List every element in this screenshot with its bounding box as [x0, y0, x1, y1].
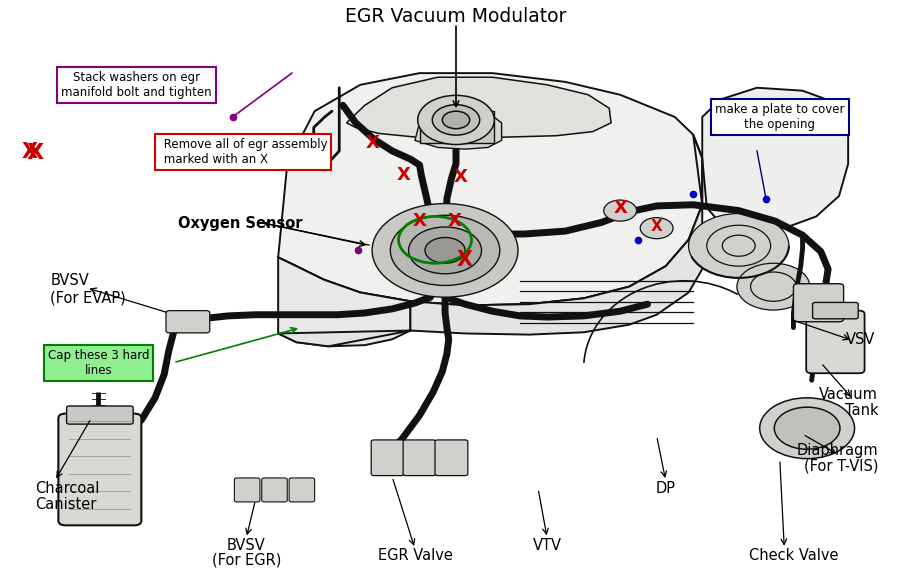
FancyBboxPatch shape — [812, 302, 857, 319]
Text: DP: DP — [655, 481, 675, 496]
Text: (For T-VIS): (For T-VIS) — [803, 459, 877, 474]
Text: Stack washers on egr
manifold bolt and tighten: Stack washers on egr manifold bolt and t… — [61, 71, 212, 99]
FancyBboxPatch shape — [403, 440, 435, 476]
Polygon shape — [419, 111, 494, 143]
Circle shape — [425, 238, 465, 263]
Circle shape — [432, 105, 479, 135]
Circle shape — [750, 272, 795, 301]
Text: X: X — [396, 167, 411, 184]
Text: VSV: VSV — [845, 332, 875, 347]
Circle shape — [603, 200, 636, 221]
Text: (For EGR): (For EGR) — [211, 553, 281, 568]
Text: Cap these 3 hard
lines: Cap these 3 hard lines — [47, 349, 149, 377]
FancyBboxPatch shape — [58, 414, 141, 525]
FancyBboxPatch shape — [805, 311, 864, 373]
Text: X: X — [22, 142, 38, 162]
Text: X: X — [453, 168, 467, 185]
Polygon shape — [278, 73, 701, 305]
Circle shape — [372, 204, 517, 297]
FancyBboxPatch shape — [435, 440, 467, 476]
FancyBboxPatch shape — [234, 478, 260, 502]
Text: X: X — [364, 135, 379, 152]
Circle shape — [390, 215, 499, 285]
Text: (For EVAP): (For EVAP) — [50, 291, 126, 306]
Text: VTV: VTV — [532, 538, 561, 553]
Text: BVSV: BVSV — [227, 538, 265, 553]
FancyBboxPatch shape — [793, 284, 843, 322]
Circle shape — [417, 95, 494, 144]
Text: make a plate to cover
the opening: make a plate to cover the opening — [714, 103, 844, 131]
Text: X: X — [446, 212, 461, 230]
Polygon shape — [415, 108, 501, 149]
Text: Check Valve: Check Valve — [748, 548, 837, 563]
Circle shape — [722, 235, 754, 256]
Polygon shape — [346, 77, 610, 137]
FancyBboxPatch shape — [166, 311, 210, 333]
Text: Charcoal: Charcoal — [35, 481, 99, 496]
Text: Diaphragm: Diaphragm — [795, 443, 877, 458]
Circle shape — [640, 218, 672, 239]
Text: BVSV: BVSV — [50, 273, 88, 288]
Circle shape — [706, 225, 770, 266]
Circle shape — [736, 263, 809, 310]
Text: EGR Valve: EGR Valve — [377, 548, 452, 563]
Text: X: X — [26, 143, 43, 163]
Circle shape — [442, 111, 469, 129]
FancyBboxPatch shape — [371, 440, 404, 476]
Text: X: X — [412, 212, 426, 230]
Text: Remove all of egr assembly
 marked with an X: Remove all of egr assembly marked with a… — [159, 138, 327, 166]
Text: Canister: Canister — [35, 497, 96, 512]
FancyBboxPatch shape — [261, 478, 287, 502]
Text: Vacuum: Vacuum — [818, 387, 877, 402]
Text: Tank: Tank — [844, 403, 877, 418]
Text: X: X — [650, 219, 661, 235]
Circle shape — [408, 227, 481, 274]
Text: X: X — [456, 250, 473, 270]
Polygon shape — [701, 88, 847, 229]
Text: Oxygen Sensor: Oxygen Sensor — [178, 216, 302, 231]
Text: X: X — [612, 199, 627, 216]
Text: EGR Vacuum Modulator: EGR Vacuum Modulator — [345, 7, 566, 26]
Polygon shape — [278, 257, 410, 346]
Circle shape — [759, 398, 854, 459]
Circle shape — [773, 407, 839, 449]
Polygon shape — [278, 205, 701, 346]
FancyBboxPatch shape — [67, 406, 133, 424]
FancyBboxPatch shape — [289, 478, 314, 502]
Circle shape — [688, 214, 788, 278]
